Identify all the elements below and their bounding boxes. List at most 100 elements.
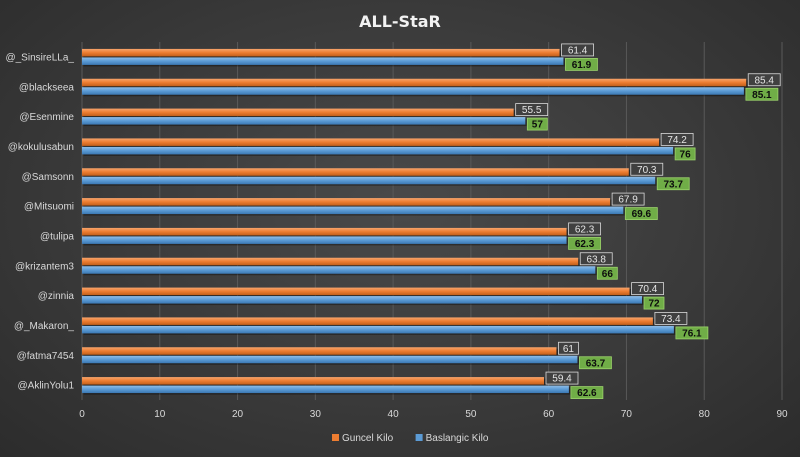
data-label-box bbox=[745, 87, 779, 101]
bar-guncel-kilo-kokulusabun bbox=[82, 138, 660, 146]
data-label: 61 bbox=[563, 344, 575, 355]
legend: Guncel Kilo Baslangic Kilo bbox=[332, 433, 489, 444]
x-tick-label: 50 bbox=[465, 409, 477, 420]
data-label: 63.8 bbox=[586, 254, 606, 265]
bar-baslangic-kilo-fatma7454 bbox=[82, 355, 578, 364]
bar-baslangic-kilo-zinnia bbox=[82, 296, 642, 304]
category-label: @Esenmine bbox=[19, 112, 74, 123]
data-label: 74.2 bbox=[667, 135, 687, 146]
data-label: 76.1 bbox=[682, 328, 702, 339]
legend-label: Baslangic Kilo bbox=[426, 433, 489, 444]
chart-title: ALL-StaR bbox=[359, 12, 441, 31]
data-label: 73.7 bbox=[663, 179, 683, 190]
data-label-box bbox=[526, 117, 548, 131]
data-labels: 61.4 61.9 85.4 85.1 55.5 57 74.2 76 70.3 73.7 67.9… bbox=[515, 43, 781, 399]
data-label-box bbox=[558, 341, 579, 355]
x-tick-label: 70 bbox=[621, 409, 633, 420]
data-label: 66 bbox=[602, 269, 614, 280]
data-label: 76 bbox=[680, 149, 692, 160]
data-label-box bbox=[656, 177, 690, 191]
bar-baslangic-kilo-kokulusabun bbox=[82, 146, 674, 155]
category-label: @_Makaron_ bbox=[14, 321, 75, 332]
x-tick-label: 10 bbox=[154, 409, 166, 420]
data-label-box bbox=[579, 356, 612, 370]
bar-guncel-kilo-krizantem3 bbox=[82, 257, 579, 266]
data-label: 85.4 bbox=[754, 75, 774, 86]
data-label-box bbox=[631, 282, 664, 295]
legend-label: Guncel Kilo bbox=[342, 433, 394, 444]
data-label: 59.4 bbox=[552, 374, 572, 385]
data-label: 73.4 bbox=[661, 314, 681, 325]
bar-guncel-kilo-aklinyolu1 bbox=[82, 377, 544, 385]
data-label: 63.7 bbox=[586, 358, 606, 369]
bar-guncel-kilo-mitsuomi bbox=[82, 198, 611, 206]
category-label: @tulipa bbox=[40, 231, 74, 242]
data-label-box bbox=[596, 266, 618, 280]
category-label: @kokulusabun bbox=[8, 142, 74, 153]
data-label-box bbox=[515, 103, 549, 116]
x-tick-label: 90 bbox=[776, 409, 788, 420]
category-label: @Mitsuomi bbox=[24, 202, 74, 213]
bar-baslangic-kilo-samsonn bbox=[82, 176, 656, 185]
data-label: 70.3 bbox=[637, 165, 657, 176]
data-label: 62.3 bbox=[575, 239, 595, 250]
data-label-box bbox=[579, 252, 613, 266]
x-tick-label: 20 bbox=[232, 409, 244, 420]
bar-baslangic-kilo-krizantem3 bbox=[82, 266, 596, 274]
bars bbox=[82, 48, 748, 395]
category-label: @AklinYolu1 bbox=[18, 381, 75, 392]
bar-guncel-kilo-sinsirella bbox=[82, 48, 560, 57]
x-tick-label: 60 bbox=[543, 409, 555, 420]
data-label-box bbox=[674, 147, 696, 161]
category-label: @fatma7454 bbox=[17, 351, 75, 362]
bar-baslangic-kilo-makaron bbox=[82, 325, 674, 334]
bar-baslangic-kilo-sinsirella bbox=[82, 57, 564, 65]
data-label: 85.1 bbox=[752, 90, 772, 101]
bar-guncel-kilo-fatma7454 bbox=[82, 347, 557, 355]
data-label-box bbox=[545, 371, 579, 385]
data-label-box bbox=[675, 326, 709, 340]
data-label: 57 bbox=[532, 120, 544, 131]
data-label-box bbox=[654, 312, 688, 325]
data-label-box bbox=[660, 133, 694, 146]
data-label: 61.4 bbox=[568, 45, 588, 56]
category-label: @krizantem3 bbox=[15, 261, 74, 272]
data-label-box bbox=[624, 207, 658, 220]
bar-guncel-kilo-tulipa bbox=[82, 227, 567, 236]
data-label: 55.5 bbox=[522, 105, 542, 116]
data-label-box bbox=[568, 222, 601, 236]
data-label: 67.9 bbox=[618, 195, 638, 206]
bar-guncel-kilo-samsonn bbox=[82, 168, 629, 176]
data-label-box bbox=[747, 73, 781, 87]
data-label: 69.6 bbox=[632, 209, 652, 220]
x-tick-label: 80 bbox=[699, 409, 711, 420]
bar-baslangic-kilo-blackseea bbox=[82, 87, 744, 95]
category-label: @_SinsireLLa_ bbox=[5, 52, 74, 63]
data-label-box bbox=[565, 58, 598, 71]
bar-guncel-kilo-blackseea bbox=[82, 78, 747, 87]
data-label-box bbox=[630, 162, 664, 176]
data-label-box bbox=[568, 237, 601, 250]
data-label: 62.6 bbox=[577, 388, 597, 399]
data-label-box bbox=[570, 386, 604, 399]
category-label: @Samsonn bbox=[22, 172, 74, 183]
data-label: 70.4 bbox=[638, 284, 658, 295]
data-label-box bbox=[561, 43, 594, 57]
x-axis-ticks: 0 10 20 30 40 50 60 70 80 90 bbox=[79, 409, 788, 420]
gridlines bbox=[81, 42, 783, 400]
bar-baslangic-kilo-aklinyolu1 bbox=[82, 385, 569, 394]
bar-guncel-kilo-makaron bbox=[82, 317, 653, 325]
category-label: @blackseea bbox=[19, 82, 75, 93]
bar-guncel-kilo-zinnia bbox=[82, 287, 630, 296]
bar-guncel-kilo-esenmine bbox=[82, 108, 514, 117]
data-label: 62.3 bbox=[575, 224, 595, 235]
x-tick-label: 30 bbox=[310, 409, 322, 420]
data-label: 72 bbox=[648, 299, 660, 310]
x-tick-label: 40 bbox=[388, 409, 400, 420]
x-tick-label: 0 bbox=[79, 409, 85, 420]
legend-swatch-baslangic-kilo bbox=[415, 434, 423, 441]
data-label-box bbox=[643, 296, 665, 310]
legend-swatch-guncel-kilo bbox=[332, 434, 339, 441]
